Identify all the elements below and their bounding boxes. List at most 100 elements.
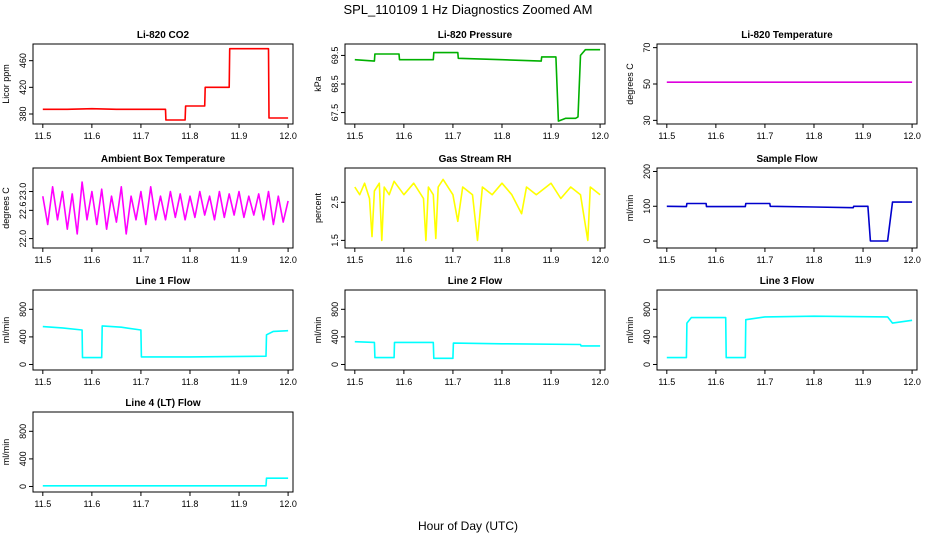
y-axis-label: Licor ppm <box>1 64 11 104</box>
x-tick-label: 11.8 <box>182 131 199 141</box>
panel-title: Li-820 Temperature <box>741 30 833 41</box>
panel-title: Line 4 (LT) Flow <box>125 398 201 409</box>
figure-title: SPL_110109 1 Hz Diagnostics Zoomed AM <box>343 2 592 17</box>
plot-frame <box>656 289 918 371</box>
series-line-line4 <box>42 477 289 487</box>
y-axis-label: ml/min <box>1 317 11 344</box>
plot-frame <box>32 411 294 493</box>
panel-title: Li-820 Pressure <box>438 30 513 41</box>
x-tick-label: 11.7 <box>132 131 149 141</box>
x-tick-label: 12.0 <box>279 377 297 387</box>
y-axis-label: ml/min <box>313 317 323 344</box>
x-tick-label: 12.0 <box>903 377 921 387</box>
x-tick-label: 11.8 <box>494 377 511 387</box>
x-tick-label: 11.6 <box>707 131 724 141</box>
panel-title: Ambient Box Temperature <box>101 154 226 165</box>
x-tick-label: 11.7 <box>756 131 773 141</box>
y-axis-label: percent <box>313 192 323 223</box>
y-axis-label: ml/min <box>625 317 635 344</box>
y-tick-label: 800 <box>18 424 28 439</box>
y-tick-label: 380 <box>18 106 28 121</box>
x-tick-label: 11.9 <box>855 255 872 265</box>
x-tick-label: 11.7 <box>756 377 773 387</box>
y-tick-label: 68.5 <box>330 75 340 93</box>
x-tick-label: 11.5 <box>346 377 363 387</box>
x-tick-label: 11.6 <box>395 131 412 141</box>
series-line-line2 <box>354 340 601 360</box>
y-tick-label: 0 <box>18 484 28 489</box>
x-tick-label: 11.7 <box>132 377 149 387</box>
x-tick-label: 11.6 <box>83 255 100 265</box>
x-tick-label: 12.0 <box>591 131 609 141</box>
x-tick-label: 11.8 <box>806 377 823 387</box>
y-tick-label: 23.0 <box>18 183 28 201</box>
x-tick-label: 11.7 <box>132 499 149 509</box>
panel-title: Gas Stream RH <box>439 154 512 165</box>
series-line-ambient <box>42 181 289 235</box>
x-tick-label: 12.0 <box>591 377 609 387</box>
x-tick-label: 11.9 <box>231 255 248 265</box>
y-tick-label: 400 <box>642 329 652 344</box>
x-tick-label: 11.6 <box>707 377 724 387</box>
x-tick-label: 11.5 <box>658 131 675 141</box>
panel-title: Line 3 Flow <box>760 276 815 287</box>
x-tick-label: 11.7 <box>444 377 461 387</box>
x-tick-label: 11.7 <box>444 131 461 141</box>
x-tick-label: 11.8 <box>494 131 511 141</box>
y-tick-label: 420 <box>18 80 28 95</box>
x-tick-label: 11.8 <box>182 255 199 265</box>
x-tick-label: 11.6 <box>83 131 100 141</box>
series-line-line1 <box>42 325 289 359</box>
figure-xlabel: Hour of Day (UTC) <box>418 519 518 533</box>
x-tick-label: 11.8 <box>182 499 199 509</box>
x-tick-label: 11.5 <box>34 255 51 265</box>
plot-frame <box>344 167 606 249</box>
y-tick-label: 400 <box>18 451 28 466</box>
x-tick-label: 11.7 <box>132 255 149 265</box>
plot-frame <box>32 43 294 125</box>
y-tick-label: 67.5 <box>330 104 340 122</box>
x-tick-label: 11.5 <box>34 377 51 387</box>
x-tick-label: 11.9 <box>855 131 872 141</box>
x-tick-label: 11.9 <box>543 131 560 141</box>
x-tick-label: 11.8 <box>806 131 823 141</box>
plot-frame <box>32 167 294 249</box>
x-tick-label: 11.9 <box>231 499 248 509</box>
y-tick-label: 50 <box>642 79 652 89</box>
series-line-sampleflow <box>666 201 913 242</box>
y-tick-label: 70 <box>642 43 652 53</box>
x-tick-label: 11.6 <box>83 499 100 509</box>
panel-line2: Line 2 Flow 11.5 11.6 11.7 11.8 11.9 12.0 0 400 8… <box>313 276 609 387</box>
x-tick-label: 11.6 <box>395 377 412 387</box>
x-tick-label: 11.7 <box>756 255 773 265</box>
y-axis-label: ml/min <box>625 195 635 222</box>
y-tick-label: 69.5 <box>330 47 340 65</box>
x-tick-label: 11.5 <box>34 131 51 141</box>
y-tick-label: 200 <box>642 164 652 179</box>
x-tick-label: 11.5 <box>658 377 675 387</box>
x-tick-label: 11.5 <box>34 499 51 509</box>
y-tick-label: 22.0 <box>18 230 28 248</box>
x-tick-label: 12.0 <box>279 131 297 141</box>
x-tick-label: 11.7 <box>444 255 461 265</box>
panel-temperature: Li-820 Temperature 11.5 11.6 11.7 11.8 11.9 12… <box>625 30 921 141</box>
panel-pressure: Li-820 Pressure 11.5 11.6 11.7 11.8 11.9 12.0 6… <box>313 30 609 141</box>
x-tick-label: 11.5 <box>346 131 363 141</box>
x-tick-label: 11.9 <box>543 377 560 387</box>
y-tick-label: 800 <box>330 302 340 317</box>
panel-title: Sample Flow <box>756 154 817 165</box>
panel-line1: Line 1 Flow 11.5 11.6 11.7 11.8 11.9 12.0 0 400 8… <box>1 276 297 387</box>
y-tick-label: 100 <box>642 199 652 214</box>
y-axis-label: ml/min <box>1 439 11 466</box>
plot-frame <box>32 289 294 371</box>
panels: Li-820 CO2 11.5 11.6 11.7 11.8 11.9 12.0 380 420… <box>1 30 921 509</box>
panel-title: Line 1 Flow <box>136 276 191 287</box>
panel-title: Line 2 Flow <box>448 276 503 287</box>
y-tick-label: 22.6 <box>18 202 28 220</box>
series-line-rh <box>354 178 601 242</box>
plot-frame <box>656 167 918 249</box>
panel-line4: Line 4 (LT) Flow 11.5 11.6 11.7 11.8 11.9 12.0… <box>1 398 297 509</box>
y-tick-label: 30 <box>642 115 652 125</box>
y-tick-label: 0 <box>642 362 652 367</box>
